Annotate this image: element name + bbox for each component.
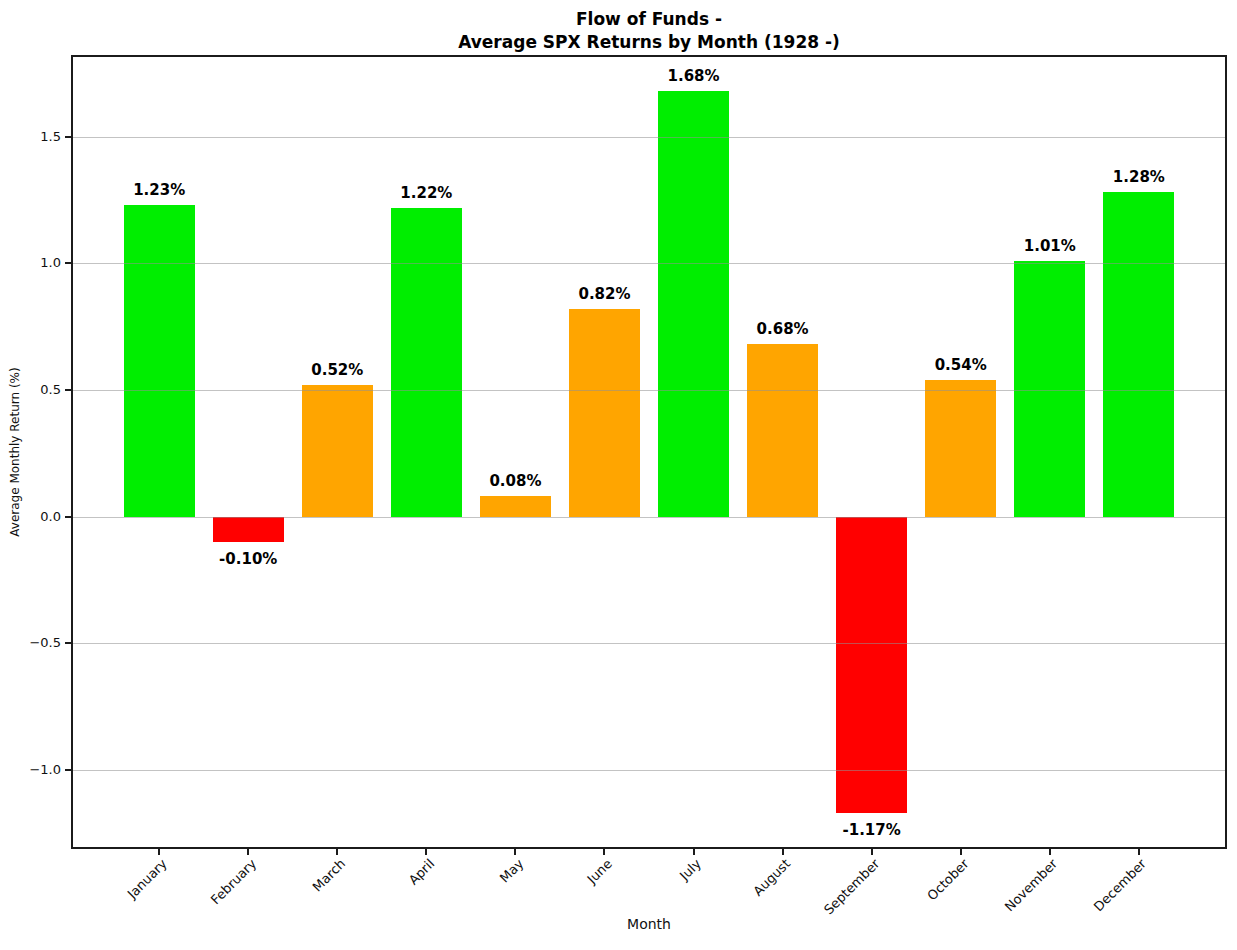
x-tick-mark	[603, 849, 605, 855]
x-tick-label-text: December	[1091, 856, 1149, 914]
y-tick-mark	[65, 516, 71, 518]
y-tick-mark	[65, 642, 71, 644]
y-tick-mark	[65, 136, 71, 138]
y-tick-mark	[65, 389, 71, 391]
x-tick-mark	[782, 849, 784, 855]
bar-value-label: 0.68%	[757, 320, 809, 338]
bar-value-label: -1.17%	[843, 821, 901, 839]
x-tick-mark	[514, 849, 516, 855]
bar-june	[569, 309, 640, 517]
x-tick-label-text: November	[1002, 856, 1060, 914]
y-tick-label: 1.0	[13, 254, 61, 272]
bar-value-label: 1.68%	[667, 67, 719, 85]
y-gridline	[71, 263, 1227, 264]
x-tick-label-text: March	[309, 856, 348, 895]
chart-title: Flow of Funds - Average SPX Returns by M…	[71, 8, 1227, 54]
x-tick-mark	[693, 849, 695, 855]
x-tick-label-text: January	[124, 856, 169, 901]
bar-december	[1103, 192, 1174, 516]
bar-march	[302, 385, 373, 517]
y-tick-mark	[65, 769, 71, 771]
bar-value-label: 1.28%	[1113, 168, 1165, 186]
chart-title-line-1: Flow of Funds -	[71, 8, 1227, 31]
y-gridline	[71, 770, 1227, 771]
bar-july	[658, 91, 729, 516]
y-gridline	[71, 137, 1227, 138]
x-tick-mark	[247, 849, 249, 855]
figure: Flow of Funds - Average SPX Returns by M…	[0, 0, 1237, 950]
bar-august	[747, 344, 818, 516]
x-tick-mark	[871, 849, 873, 855]
bar-value-label: 0.82%	[578, 285, 630, 303]
y-tick-mark	[65, 262, 71, 264]
bar-september	[836, 517, 907, 813]
bar-february	[213, 517, 284, 542]
y-axis-label: Average Monthly Return (%)	[8, 367, 22, 536]
bar-january	[124, 205, 195, 517]
bar-value-label: 0.52%	[311, 361, 363, 379]
bar-april	[391, 208, 462, 517]
x-tick-label-text: September	[821, 856, 882, 917]
y-tick-label: −1.0	[13, 761, 61, 779]
y-tick-label: 1.5	[13, 128, 61, 146]
x-tick-label-text: May	[496, 856, 526, 886]
x-tick-mark	[960, 849, 962, 855]
bar-october	[925, 380, 996, 517]
x-tick-mark	[425, 849, 427, 855]
bar-value-label: -0.10%	[219, 550, 277, 568]
y-gridline	[71, 390, 1227, 391]
y-tick-label: −0.5	[13, 634, 61, 652]
bar-value-label: 0.54%	[935, 356, 987, 374]
x-tick-label-text: August	[750, 856, 793, 899]
x-tick-mark	[336, 849, 338, 855]
y-gridline	[71, 517, 1227, 518]
x-tick-mark	[1049, 849, 1051, 855]
x-tick-label-text: July	[677, 856, 704, 883]
bar-value-label: 0.08%	[489, 472, 541, 490]
x-tick-label-text: February	[207, 856, 258, 907]
bar-value-label: 1.01%	[1024, 237, 1076, 255]
bar-november	[1014, 261, 1085, 517]
x-tick-label-text: October	[924, 856, 971, 903]
x-tick-label-text: April	[405, 856, 437, 888]
x-axis-label: Month	[71, 916, 1227, 932]
y-gridline	[71, 643, 1227, 644]
x-tick-mark	[158, 849, 160, 855]
bar-value-label: 1.22%	[400, 184, 452, 202]
bar-value-label: 1.23%	[133, 181, 185, 199]
bar-may	[480, 496, 551, 516]
x-tick-mark	[1138, 849, 1140, 855]
chart-title-line-2: Average SPX Returns by Month (1928 -)	[71, 31, 1227, 54]
x-tick-label-text: June	[584, 856, 615, 887]
